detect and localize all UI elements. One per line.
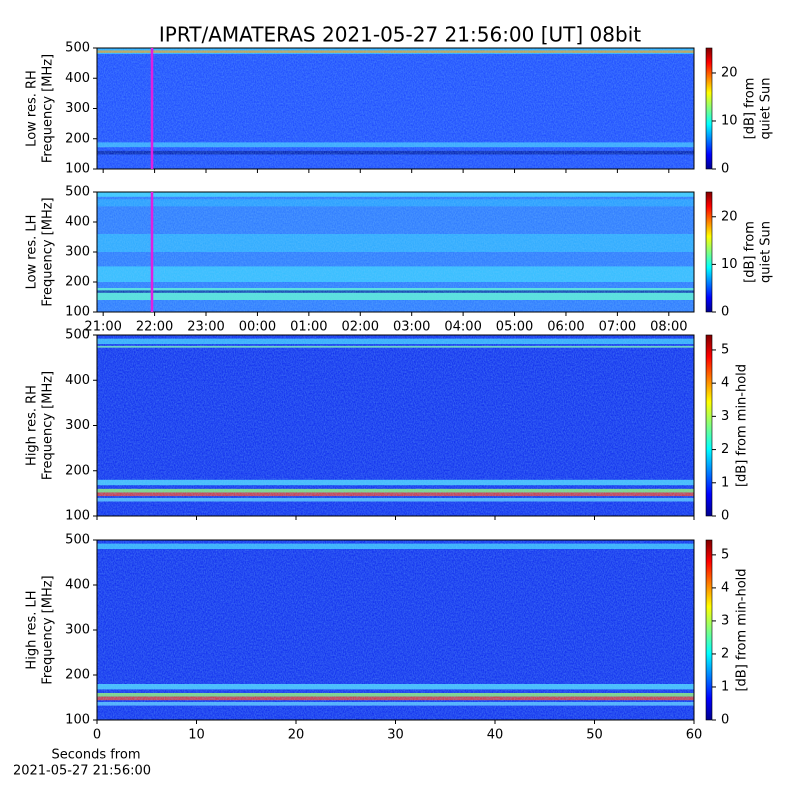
colorbar-tick-label: 20 bbox=[721, 65, 738, 80]
y-tick-label: 500 bbox=[65, 533, 90, 548]
x-axis-label: Seconds from bbox=[51, 748, 140, 763]
colorbar-tick-label: 2 bbox=[721, 442, 729, 457]
y-tick-label: 100 bbox=[65, 509, 90, 524]
y-tick-label: 500 bbox=[65, 328, 90, 343]
x-tick-label: 22:00 bbox=[136, 320, 173, 335]
panel bbox=[96, 191, 695, 313]
colorbar-tick-label: 20 bbox=[721, 209, 738, 224]
y-tick-label: 300 bbox=[65, 101, 90, 116]
colorbar bbox=[705, 47, 713, 170]
y-tick-label: 400 bbox=[65, 71, 90, 86]
colorbar-tick-label: 1 bbox=[721, 475, 729, 490]
colorbar-tick-label: 0 bbox=[721, 713, 729, 728]
colorbar-tick-label: 3 bbox=[721, 613, 729, 628]
x-tick-label: 40 bbox=[487, 728, 504, 743]
y-axis-label: Frequency [MHz] bbox=[41, 197, 56, 306]
y-tick-label: 100 bbox=[65, 305, 90, 320]
colorbar-label: [dB] from min-hold bbox=[735, 568, 750, 691]
x-tick-label: 00:00 bbox=[239, 320, 276, 335]
colorbar-label: [dB] from min-hold bbox=[735, 364, 750, 487]
x-tick-label: 50 bbox=[586, 728, 603, 743]
x-tick-label: 04:00 bbox=[444, 320, 481, 335]
colorbar-label: quiet Sun bbox=[759, 77, 774, 139]
y-axis-label: High res. LH bbox=[25, 590, 40, 669]
x-tick-label: 60 bbox=[686, 728, 703, 743]
y-axis-label: Frequency [MHz] bbox=[41, 575, 56, 684]
y-axis-label: Low res. LH bbox=[25, 215, 40, 290]
y-tick-label: 200 bbox=[65, 131, 90, 146]
x-tick-label: 21:00 bbox=[84, 320, 121, 335]
y-axis-label: High res. RH bbox=[25, 385, 40, 466]
x-tick-label: 30 bbox=[387, 728, 404, 743]
y-tick-label: 400 bbox=[65, 373, 90, 388]
x-tick-label: 01:00 bbox=[290, 320, 327, 335]
y-tick-label: 300 bbox=[65, 418, 90, 433]
x-tick-label: 07:00 bbox=[599, 320, 636, 335]
y-tick-label: 300 bbox=[65, 245, 90, 260]
spectrogram-texture bbox=[97, 540, 694, 720]
colorbar-tick-label: 10 bbox=[721, 113, 738, 128]
x-tick-label: 02:00 bbox=[342, 320, 379, 335]
y-tick-label: 400 bbox=[65, 215, 90, 230]
y-tick-label: 100 bbox=[65, 713, 90, 728]
x-tick-label: 23:00 bbox=[187, 320, 224, 335]
colorbar-label: [dB] from bbox=[743, 221, 758, 283]
colorbar-tick-label: 5 bbox=[721, 342, 729, 357]
spectrogram-texture bbox=[97, 335, 694, 516]
y-tick-label: 100 bbox=[65, 162, 90, 177]
y-axis-label: Frequency [MHz] bbox=[41, 371, 56, 480]
colorbar-tick-label: 0 bbox=[721, 162, 729, 177]
x-tick-label: 06:00 bbox=[547, 320, 584, 335]
colorbar-tick-label: 5 bbox=[721, 547, 729, 562]
colorbar-tick-label: 3 bbox=[721, 409, 729, 424]
x-axis-label: 2021-05-27 21:56:00 bbox=[13, 764, 151, 779]
colorbar-tick-label: 4 bbox=[721, 580, 729, 595]
x-tick-label: 08:00 bbox=[650, 320, 687, 335]
x-tick-label: 20 bbox=[288, 728, 305, 743]
y-tick-label: 500 bbox=[65, 185, 90, 200]
colorbar bbox=[705, 539, 713, 721]
colorbar-label: quiet Sun bbox=[759, 221, 774, 283]
colorbar-tick-label: 1 bbox=[721, 679, 729, 694]
y-tick-label: 200 bbox=[65, 275, 90, 290]
colorbar bbox=[705, 334, 713, 517]
y-tick-label: 500 bbox=[65, 41, 90, 56]
x-tick-label: 05:00 bbox=[496, 320, 533, 335]
panel bbox=[96, 539, 695, 721]
x-tick-label: 0 bbox=[93, 728, 101, 743]
y-tick-label: 400 bbox=[65, 578, 90, 593]
y-tick-label: 200 bbox=[65, 668, 90, 683]
spectrogram-texture bbox=[97, 48, 694, 169]
x-tick-label: 10 bbox=[188, 728, 205, 743]
panel bbox=[96, 334, 695, 517]
spectrogram-texture bbox=[97, 192, 694, 312]
panel bbox=[96, 47, 695, 170]
colorbar-label: [dB] from bbox=[743, 78, 758, 140]
chart-title: IPRT/AMATERAS 2021-05-27 21:56:00 [UT] 0… bbox=[159, 23, 641, 47]
x-tick-label: 03:00 bbox=[393, 320, 430, 335]
y-tick-label: 300 bbox=[65, 623, 90, 638]
colorbar bbox=[705, 191, 713, 313]
colorbar-tick-label: 2 bbox=[721, 646, 729, 661]
colorbar-tick-label: 4 bbox=[721, 376, 729, 391]
colorbar-tick-label: 0 bbox=[721, 305, 729, 320]
y-axis-label: Frequency [MHz] bbox=[41, 54, 56, 163]
y-tick-label: 200 bbox=[65, 463, 90, 478]
colorbar-tick-label: 10 bbox=[721, 257, 738, 272]
colorbar-tick-label: 0 bbox=[721, 509, 729, 524]
y-axis-label: Low res. RH bbox=[25, 70, 40, 147]
